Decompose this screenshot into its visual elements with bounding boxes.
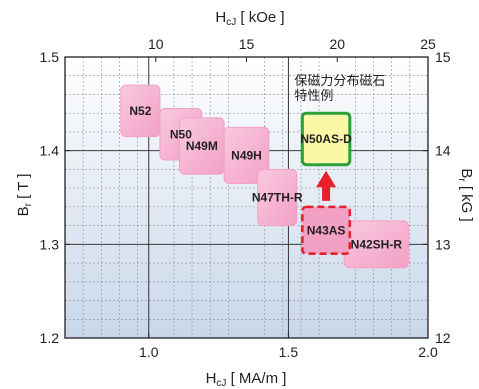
left-tick-label: 1.4 xyxy=(40,143,60,159)
top-axis-title: HcJ [ kOe ] xyxy=(215,9,284,28)
right-tick-label: 14 xyxy=(435,143,451,159)
grade-box xyxy=(257,168,298,227)
top-tick-label: 15 xyxy=(239,36,255,52)
bottom-tick-label: 1.5 xyxy=(279,344,299,360)
right-tick-label: 13 xyxy=(435,236,451,252)
base-grade-box xyxy=(301,205,352,256)
left-tick-label: 1.3 xyxy=(40,236,60,252)
improved-grade-box xyxy=(300,111,352,167)
grade-box xyxy=(120,84,161,138)
right-axis-title: Br [ kG ] xyxy=(456,168,475,221)
top-tick-label: 20 xyxy=(329,36,345,52)
left-tick-label: 1.2 xyxy=(40,330,60,346)
bottom-tick-label: 1.0 xyxy=(139,344,159,360)
grade-label: N52 xyxy=(129,104,151,118)
top-tick-label: 10 xyxy=(148,36,164,52)
bottom-tick-label: 2.0 xyxy=(418,344,438,360)
grade-label: N49H xyxy=(231,148,262,162)
improvement-arrow xyxy=(316,170,337,201)
base-grade-label: N43AS xyxy=(307,223,346,237)
grade-label: N49M xyxy=(186,139,218,153)
grade-label: N47TH-R xyxy=(252,191,303,205)
left-axis-title: Br [ T ] xyxy=(15,174,34,217)
bottom-axis-title: HcJ [ MA/m ] xyxy=(206,370,287,389)
improved-grade-label: N50AS-D xyxy=(300,132,352,146)
left-tick-label: 1.5 xyxy=(40,49,60,65)
grade-label: N42SH-R xyxy=(351,237,403,251)
grade-label: N50 xyxy=(170,127,192,141)
grade-box xyxy=(223,126,270,184)
annotation-caption-line2: 特性例 xyxy=(294,88,333,103)
annotation-caption-line1: 保磁力分布磁石 xyxy=(294,73,385,88)
top-tick-label: 25 xyxy=(420,36,436,52)
right-tick-label: 12 xyxy=(435,330,451,346)
right-tick-label: 15 xyxy=(435,49,451,65)
axis-ticks: 1.0 1.5 2.0 10 15 20 25 1.2 1.3 1.4 1.5 12 13 14 15 xyxy=(40,36,451,360)
